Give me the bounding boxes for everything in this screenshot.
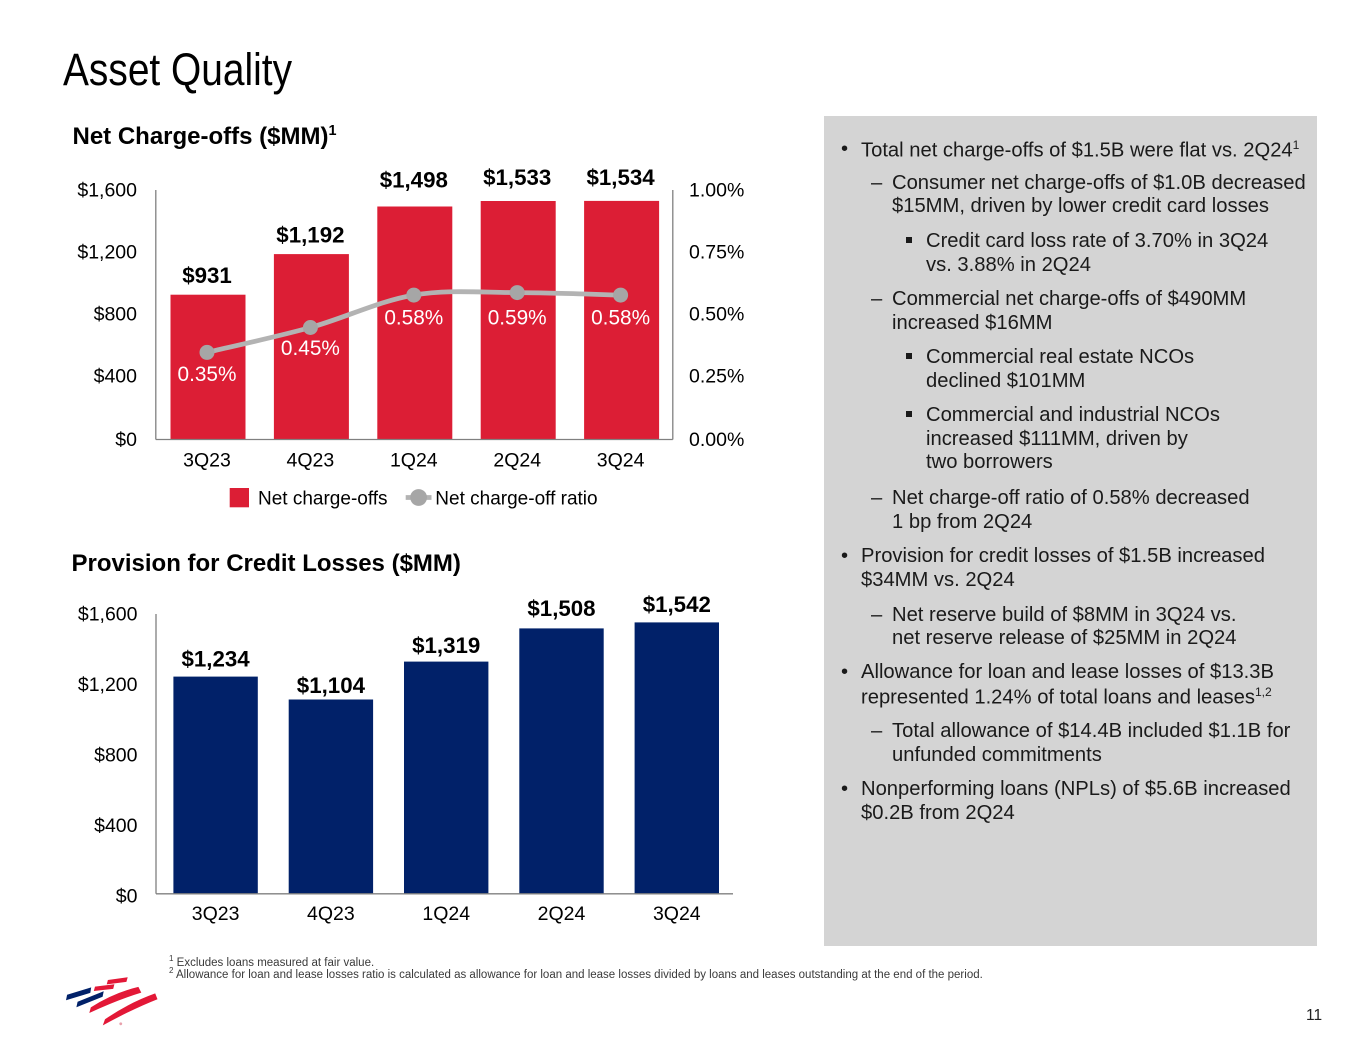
svg-text:$1,234: $1,234 xyxy=(181,646,250,671)
svg-text:2Q24: 2Q24 xyxy=(493,450,541,472)
svg-text:$0: $0 xyxy=(115,429,137,451)
svg-text:0.50%: 0.50% xyxy=(689,304,744,326)
svg-text:0.59%: 0.59% xyxy=(488,307,547,330)
svg-text:$1,200: $1,200 xyxy=(78,674,138,696)
svg-text:$1,508: $1,508 xyxy=(527,596,595,621)
svg-text:Net charge-offs: Net charge-offs xyxy=(258,489,388,510)
svg-text:0.45%: 0.45% xyxy=(281,337,340,360)
svg-text:4Q23: 4Q23 xyxy=(307,903,355,925)
svg-text:3Q24: 3Q24 xyxy=(653,903,701,925)
svg-text:$1,533: $1,533 xyxy=(483,165,551,190)
svg-text:$400: $400 xyxy=(94,366,138,388)
svg-text:0.75%: 0.75% xyxy=(689,242,744,264)
svg-text:$1,200: $1,200 xyxy=(77,242,137,264)
svg-text:1Q24: 1Q24 xyxy=(390,450,438,472)
svg-text:$1,319: $1,319 xyxy=(412,633,480,658)
svg-text:0.25%: 0.25% xyxy=(689,366,744,388)
svg-text:$1,534: $1,534 xyxy=(586,165,655,190)
svg-text:$800: $800 xyxy=(94,745,138,767)
svg-text:$400: $400 xyxy=(94,815,138,837)
svg-text:$800: $800 xyxy=(94,304,138,326)
svg-text:0.58%: 0.58% xyxy=(384,307,443,330)
svg-text:1.00%: 1.00% xyxy=(689,180,744,202)
svg-text:1Q24: 1Q24 xyxy=(422,903,470,925)
svg-text:$0: $0 xyxy=(116,885,138,907)
svg-text:$1,600: $1,600 xyxy=(77,180,137,202)
svg-text:$1,498: $1,498 xyxy=(380,167,448,192)
svg-text:$931: $931 xyxy=(182,263,232,288)
svg-text:$1,542: $1,542 xyxy=(643,592,711,617)
svg-text:4Q23: 4Q23 xyxy=(287,450,335,472)
svg-text:0.35%: 0.35% xyxy=(178,363,237,386)
svg-text:3Q24: 3Q24 xyxy=(597,450,645,472)
svg-text:Net charge-off ratio: Net charge-off ratio xyxy=(435,489,597,510)
svg-text:$1,104: $1,104 xyxy=(297,673,366,698)
svg-text:2Q24: 2Q24 xyxy=(538,903,586,925)
svg-text:$1,600: $1,600 xyxy=(78,604,138,626)
svg-text:3Q23: 3Q23 xyxy=(183,450,231,472)
svg-text:0.00%: 0.00% xyxy=(689,429,744,451)
svg-text:0.58%: 0.58% xyxy=(591,307,650,330)
svg-text:3Q23: 3Q23 xyxy=(192,903,240,925)
svg-text:$1,192: $1,192 xyxy=(276,223,344,248)
